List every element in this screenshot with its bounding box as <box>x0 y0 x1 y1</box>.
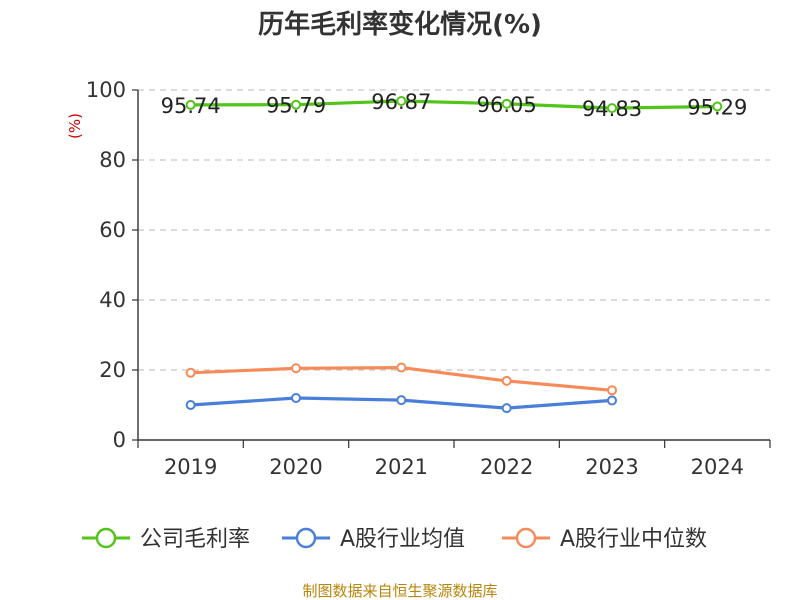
data-label: 96.87 <box>371 90 431 114</box>
series-point-1 <box>501 403 512 414</box>
series-point-0 <box>501 98 512 109</box>
y-tick-label: 80 <box>99 148 126 172</box>
series-point-1 <box>607 395 617 406</box>
series-point-0 <box>291 99 301 110</box>
series-point-2 <box>501 375 512 386</box>
series-point-2 <box>291 363 301 374</box>
x-tick-label: 2024 <box>691 455 744 479</box>
series-point-2 <box>396 362 407 373</box>
series-point-0 <box>185 99 196 110</box>
y-tick-label: 100 <box>86 78 126 102</box>
data-label: 96.05 <box>477 93 537 117</box>
series-point-2 <box>607 385 617 396</box>
x-tick-label: 2020 <box>269 455 322 479</box>
legend-marker-0 <box>95 527 117 549</box>
y-tick-label: 20 <box>99 358 126 382</box>
series-point-0 <box>712 101 723 112</box>
series-point-0 <box>396 95 407 106</box>
data-label: 95.29 <box>687 95 747 119</box>
legend-label-2: A股行业中位数 <box>560 527 707 552</box>
legend-label-1: A股行业均值 <box>340 527 465 552</box>
x-tick-label: 2022 <box>480 455 533 479</box>
x-tick-label: 2023 <box>585 455 638 479</box>
series-group <box>185 95 723 414</box>
series-point-1 <box>185 400 196 410</box>
data-label: 94.83 <box>582 97 642 121</box>
chart-title: 历年毛利率变化情况(%) <box>258 9 542 40</box>
legend: 公司毛利率 A股行业均值 A股行业中位数 <box>82 527 707 552</box>
grid-lines <box>138 89 770 371</box>
legend-label-0: 公司毛利率 <box>140 527 250 552</box>
data-label: 95.74 <box>161 94 221 118</box>
series-line-0 <box>190 99 718 110</box>
series-point-0 <box>607 103 617 114</box>
x-tick-label: 2021 <box>375 455 428 479</box>
legend-marker-1 <box>295 527 317 549</box>
axes: 0 20 40 60 80 100 2019 2020 2021 2022 2023 2024 <box>86 78 771 479</box>
y-tick-label: 40 <box>99 288 126 312</box>
y-tick-label: 0 <box>113 428 126 452</box>
series-point-1 <box>291 393 301 403</box>
x-tick-label: 2019 <box>164 455 217 479</box>
data-label: 95.79 <box>266 94 326 118</box>
y-axis-label: (%) <box>66 113 84 139</box>
series-point-2 <box>185 367 196 378</box>
legend-marker-2 <box>515 527 537 549</box>
data-labels: 95.74 95.79 96.87 96.05 94.83 95.29 <box>161 90 748 121</box>
series-point-1 <box>396 395 407 406</box>
y-tick-label: 60 <box>99 218 126 242</box>
source-note: 制图数据来自恒生聚源数据库 <box>302 582 497 600</box>
